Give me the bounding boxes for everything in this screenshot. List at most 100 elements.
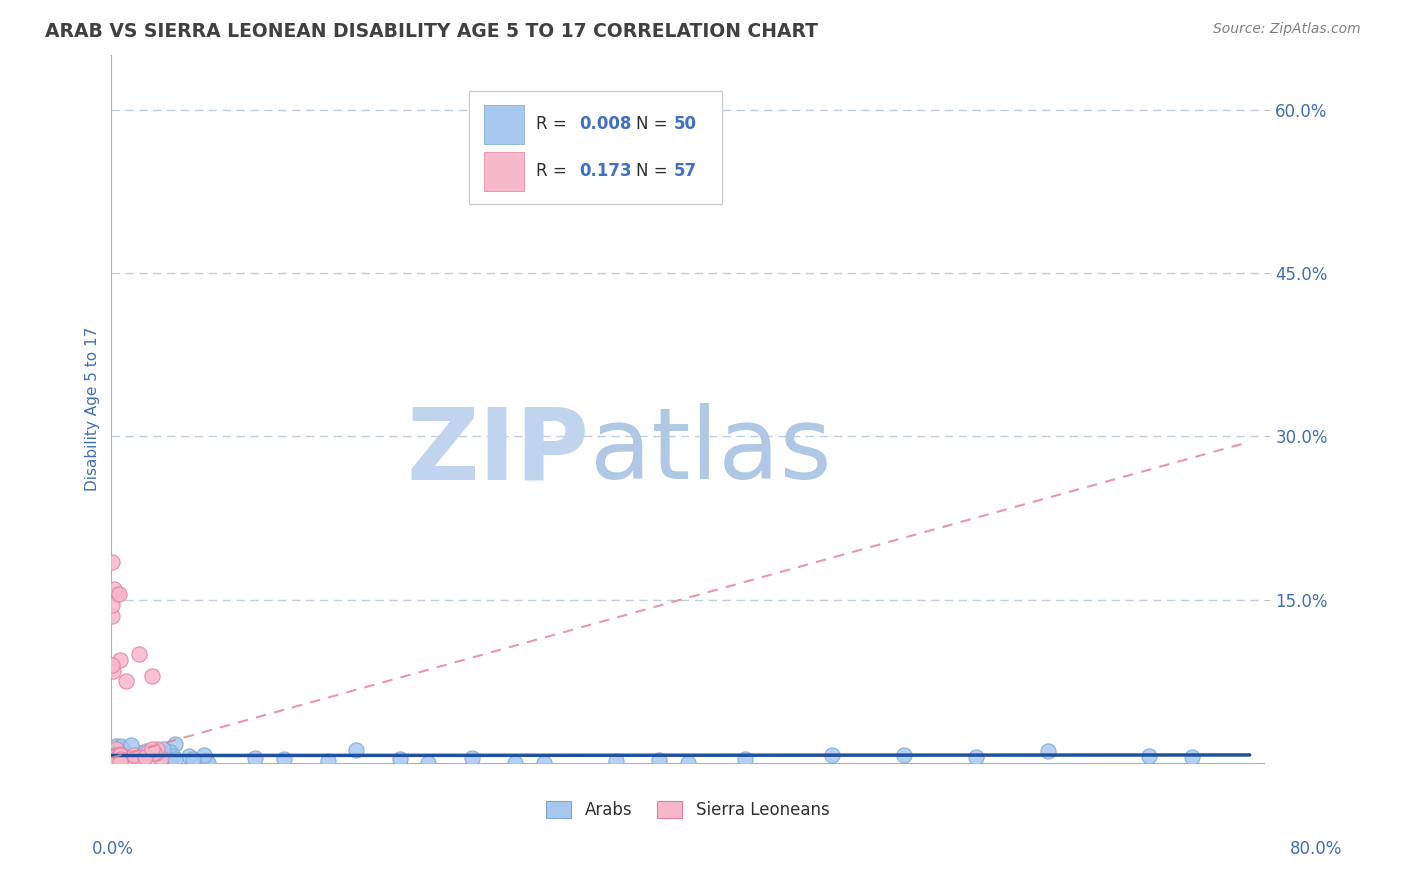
Point [821,747,844,762]
Text: ZIP: ZIP [406,403,589,500]
Point [107,747,129,761]
Point [136,745,159,759]
Point [648,753,671,767]
Y-axis label: Disability Age 5 to 17: Disability Age 5 to 17 [86,327,100,491]
Text: Source: ZipAtlas.com: Source: ZipAtlas.com [1213,22,1361,37]
Point [141,752,163,766]
Point [108,756,131,770]
Text: 80.0%: 80.0% [1291,840,1343,858]
Point [194,753,217,767]
Point [108,587,131,601]
Point [104,755,127,769]
Point [177,749,200,764]
Point [533,756,555,770]
Point [127,752,149,766]
Point [162,748,184,763]
Point [110,752,132,766]
Text: 0.0%: 0.0% [91,840,134,858]
Point [893,747,915,762]
Text: 50: 50 [673,115,697,133]
Point [120,738,142,752]
Point [105,752,128,766]
Point [103,754,125,768]
Point [245,751,267,765]
Point [105,755,128,769]
Point [146,742,169,756]
Point [114,674,136,689]
Point [388,752,411,766]
Point [103,755,125,769]
Point [134,749,156,764]
Point [108,749,131,764]
Point [460,751,482,765]
Point [128,647,150,661]
Point [111,740,134,755]
Point [135,744,157,758]
Text: 0.008: 0.008 [579,115,631,133]
Point [110,739,132,754]
Text: R =: R = [536,115,572,133]
Point [101,751,124,765]
Point [103,756,125,770]
Point [101,749,124,764]
Point [111,755,134,769]
Point [110,754,132,768]
Point [141,741,163,756]
Point [114,755,136,769]
Point [105,756,128,770]
Point [605,755,627,769]
Point [104,739,127,753]
FancyBboxPatch shape [484,104,524,144]
Point [129,753,152,767]
Point [159,745,181,759]
Point [114,746,136,760]
Point [103,582,125,596]
Text: atlas: atlas [589,403,831,500]
Point [111,748,134,763]
Point [1181,749,1204,764]
Point [482,152,505,166]
Point [118,750,141,764]
Point [104,742,127,756]
Point [181,752,204,766]
Point [114,753,136,767]
Point [143,747,166,761]
FancyBboxPatch shape [484,153,524,191]
Point [108,755,131,769]
Point [101,751,124,765]
Point [734,752,756,766]
Point [152,741,174,756]
Point [118,751,141,765]
Point [316,754,339,768]
Point [108,756,131,770]
FancyBboxPatch shape [468,91,723,203]
Point [101,752,124,766]
Point [165,752,187,766]
Point [103,755,125,769]
Point [108,754,131,768]
Point [156,748,179,763]
Point [103,664,125,678]
Point [676,756,699,770]
Point [344,743,367,757]
Point [104,750,127,764]
Point [108,747,131,761]
Point [122,747,145,762]
Point [104,749,127,764]
Point [104,753,127,767]
Point [104,756,127,770]
Point [149,750,172,764]
Point [145,746,167,760]
Point [101,753,124,767]
Point [105,753,128,767]
Point [1137,749,1160,764]
Point [503,756,526,770]
Point [100,598,122,612]
Point [104,754,127,768]
Text: R =: R = [536,162,572,180]
Point [131,752,153,766]
Legend: Arabs, Sierra Leoneans: Arabs, Sierra Leoneans [540,794,837,826]
Point [104,747,127,762]
Point [108,748,131,763]
Point [100,745,122,759]
